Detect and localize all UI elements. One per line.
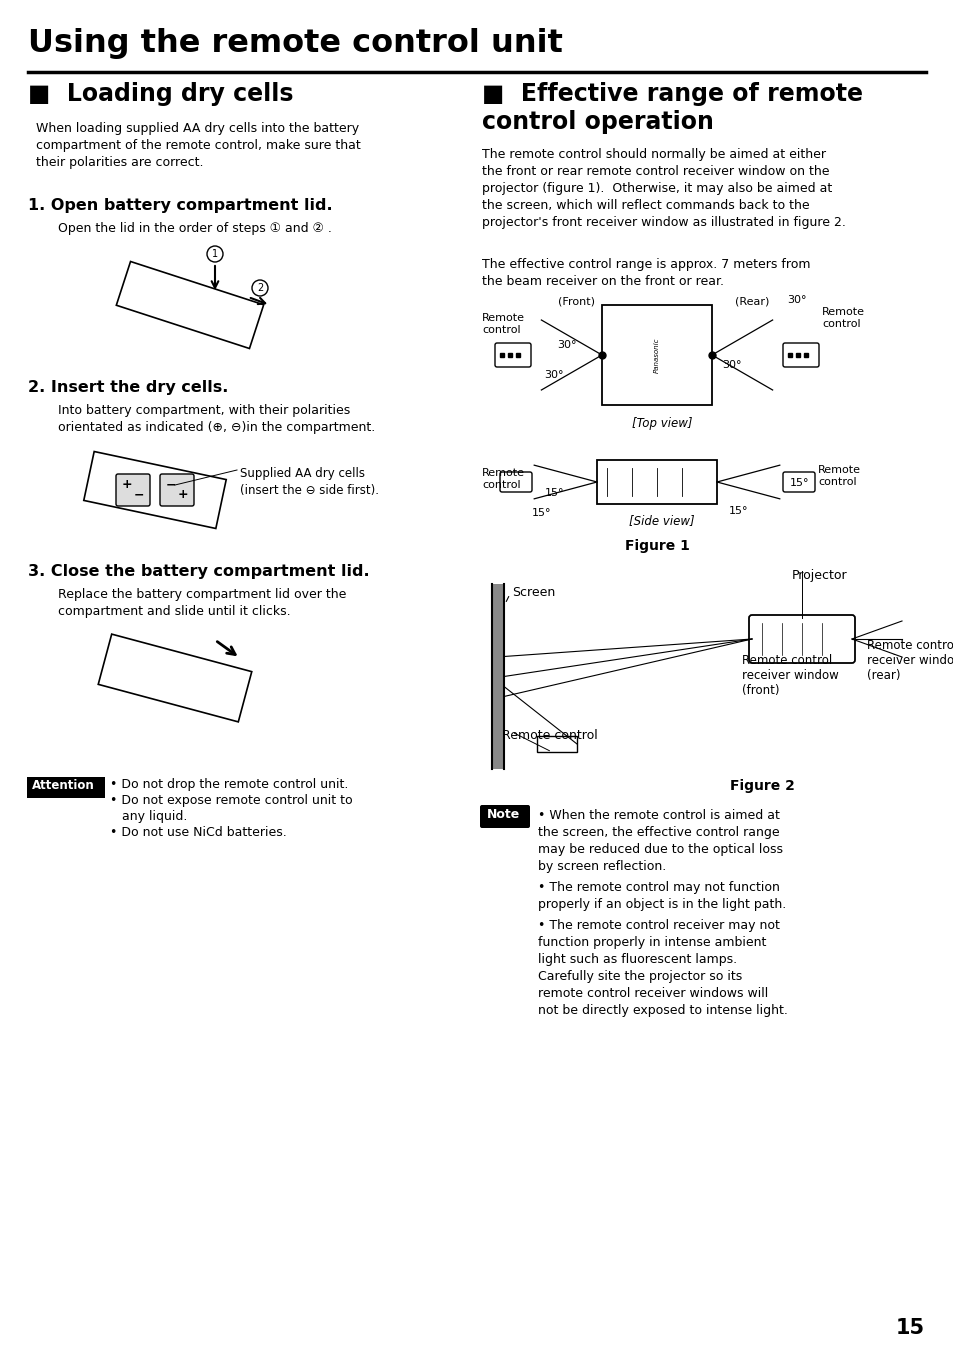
Text: • The remote control receiver may not
function properly in intense ambient
light: • The remote control receiver may not fu… [537,919,787,1017]
Text: Projector: Projector [791,569,846,581]
Text: −: − [166,479,176,491]
Text: • Do not drop the remote control unit.: • Do not drop the remote control unit. [110,778,348,791]
FancyBboxPatch shape [479,805,530,828]
Polygon shape [84,452,226,529]
Text: 30°: 30° [721,360,740,370]
Text: Remote
control: Remote control [481,468,524,490]
Text: Remote control
receiver window
(rear): Remote control receiver window (rear) [866,639,953,683]
Text: ■  Effective range of remote
control operation: ■ Effective range of remote control oper… [481,82,862,134]
Text: 15: 15 [895,1318,923,1338]
Text: 15°: 15° [789,478,809,488]
Text: Attention: Attention [32,778,94,792]
Text: Remote control
receiver window
(front): Remote control receiver window (front) [741,654,838,697]
Text: Note: Note [486,808,519,822]
FancyBboxPatch shape [495,343,531,367]
Text: [Side view]: [Side view] [629,514,694,527]
Text: • When the remote control is aimed at
the screen, the effective control range
ma: • When the remote control is aimed at th… [537,809,782,873]
Bar [601,305,711,405]
Text: 30°: 30° [786,295,805,305]
Text: −: − [133,488,144,502]
Text: The remote control should normally be aimed at either
the front or rear remote c: The remote control should normally be ai… [481,148,845,229]
Text: Into battery compartment, with their polarities
orientated as indicated (⊕, ⊖)in: Into battery compartment, with their pol… [58,403,375,434]
FancyBboxPatch shape [499,472,532,492]
Text: Replace the battery compartment lid over the
compartment and slide until it clic: Replace the battery compartment lid over… [58,588,346,618]
Text: 30°: 30° [543,370,563,380]
Text: 1. Open battery compartment lid.: 1. Open battery compartment lid. [28,198,333,213]
Bar [597,460,717,505]
Bar [492,584,503,769]
Text: +: + [177,488,188,502]
Text: Figure 1: Figure 1 [624,540,689,553]
Text: Supplied AA dry cells
(insert the ⊖ side first).: Supplied AA dry cells (insert the ⊖ side… [240,467,378,496]
Text: The effective control range is approx. 7 meters from
the beam receiver on the fr: The effective control range is approx. 7… [481,258,810,287]
FancyBboxPatch shape [748,615,854,662]
Text: • Do not expose remote control unit to: • Do not expose remote control unit to [110,795,353,807]
Text: 2. Insert the dry cells.: 2. Insert the dry cells. [28,380,228,395]
Text: Open the lid in the order of steps ① and ② .: Open the lid in the order of steps ① and… [58,223,332,235]
Text: 15°: 15° [544,488,564,498]
Text: (Rear): (Rear) [734,297,768,308]
Text: Remote
control: Remote control [817,465,861,487]
Text: When loading supplied AA dry cells into the battery
compartment of the remote co: When loading supplied AA dry cells into … [36,121,360,169]
FancyBboxPatch shape [782,343,818,367]
Text: Screen: Screen [512,585,555,599]
FancyBboxPatch shape [160,473,193,506]
Text: Panasonic: Panasonic [654,337,659,372]
Text: +: + [122,479,132,491]
Text: 15°: 15° [728,506,748,517]
Polygon shape [98,634,252,722]
Text: Remote
control: Remote control [821,308,864,329]
Polygon shape [537,737,577,751]
Text: ■  Loading dry cells: ■ Loading dry cells [28,82,294,107]
FancyBboxPatch shape [782,472,814,492]
Text: Using the remote control unit: Using the remote control unit [28,28,562,59]
FancyBboxPatch shape [116,473,150,506]
Text: 3. Close the battery compartment lid.: 3. Close the battery compartment lid. [28,564,369,579]
Text: (Front): (Front) [558,297,595,308]
Text: [Top view]: [Top view] [631,417,692,430]
Text: • The remote control may not function
properly if an object is in the light path: • The remote control may not function pr… [537,881,785,911]
Text: Figure 2: Figure 2 [729,778,794,793]
Text: • Do not use NiCd batteries.: • Do not use NiCd batteries. [110,826,287,839]
Text: 30°: 30° [557,340,576,349]
Text: Remote
control: Remote control [481,313,524,335]
Text: Remote control: Remote control [501,728,598,742]
Text: 1: 1 [212,250,218,259]
Text: 15°: 15° [532,509,551,518]
FancyBboxPatch shape [27,777,105,799]
Text: 2: 2 [256,283,263,293]
Polygon shape [116,262,263,348]
Text: any liquid.: any liquid. [110,809,187,823]
